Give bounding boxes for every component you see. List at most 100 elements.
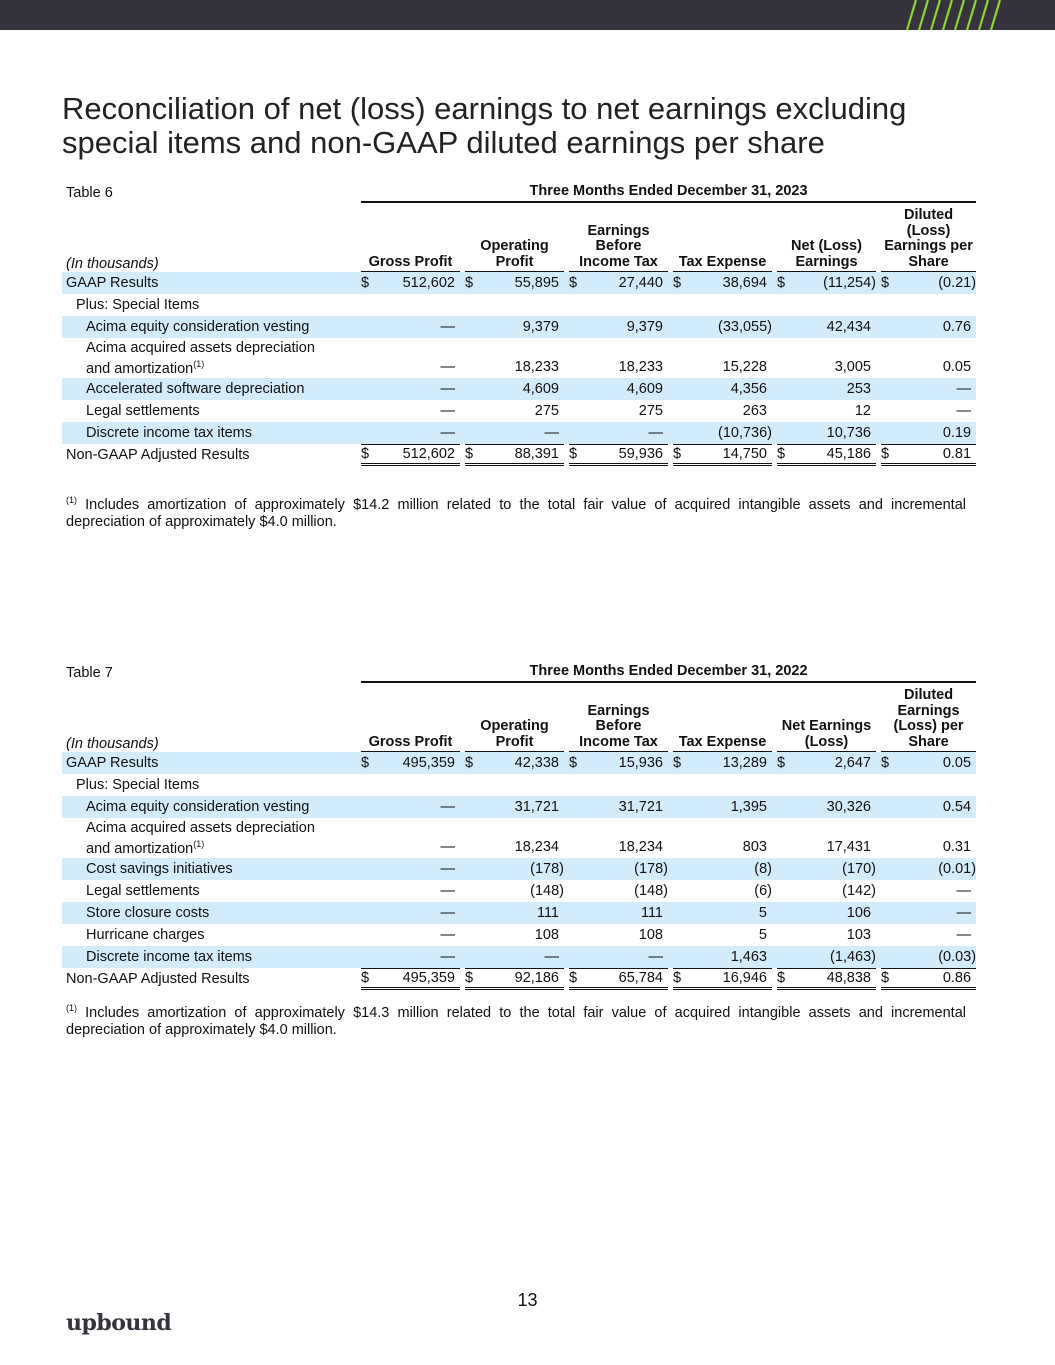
footnote-text: Includes amortization of approximately $… bbox=[66, 496, 966, 530]
value-cell bbox=[668, 294, 772, 316]
value-cell: 31,721 bbox=[460, 796, 564, 818]
value-wrap: 31,721 bbox=[465, 796, 564, 818]
value-wrap: 15,228 bbox=[673, 338, 772, 378]
row-label-text: Acima equity consideration vesting bbox=[86, 319, 310, 335]
value-cell: $65,784 bbox=[564, 968, 668, 990]
table-row: Plus: Special Items bbox=[62, 294, 976, 316]
column-header-text: Diluted Earnings (Loss) per Share bbox=[881, 687, 977, 752]
value: 16,946 bbox=[722, 970, 767, 986]
value: 1,395 bbox=[730, 799, 767, 815]
value-wrap: — bbox=[361, 796, 460, 818]
column-header-text: Gross Profit bbox=[361, 254, 460, 272]
footnote-text: Includes amortization of approximately $… bbox=[66, 1004, 966, 1038]
value-cell bbox=[460, 774, 564, 796]
row-label: Legal settlements bbox=[62, 400, 356, 422]
value-cell: 0.54 bbox=[876, 796, 977, 818]
value-wrap: — bbox=[569, 946, 668, 968]
dollar-sign: $ bbox=[777, 755, 786, 771]
table-row: Store closure costs — 111 111 5 106 — bbox=[62, 902, 977, 924]
value-cell: 111 bbox=[460, 902, 564, 924]
value-cell: 103 bbox=[772, 924, 876, 946]
table-row: Accelerated software depreciation — 4,609 4… bbox=[62, 378, 977, 400]
value-cell: (0.01) bbox=[876, 858, 977, 880]
dollar-sign: $ bbox=[569, 755, 578, 771]
row-label-text: Discrete income tax items bbox=[86, 425, 252, 441]
column-header-text: Diluted (Loss) Earnings per Share bbox=[881, 207, 977, 272]
value-cell: 108 bbox=[564, 924, 668, 946]
value-cell: 18,234 bbox=[460, 818, 564, 858]
row-label-text: Hurricane charges bbox=[86, 927, 205, 943]
value: 0.81 bbox=[942, 446, 972, 462]
value-cell: 1,395 bbox=[668, 796, 772, 818]
value-cell: — bbox=[356, 400, 460, 422]
value: — bbox=[440, 883, 456, 899]
dollar-sign: $ bbox=[361, 970, 370, 986]
table-row: Acima equity consideration vesting — 9,379… bbox=[62, 316, 977, 338]
value-cell: 5 bbox=[668, 924, 772, 946]
table-row: Acima equity consideration vesting — 31,72… bbox=[62, 796, 977, 818]
value-cell: 9,379 bbox=[564, 316, 668, 338]
dollar-sign: $ bbox=[881, 755, 890, 771]
value: — bbox=[440, 949, 456, 965]
column-header: Diluted Earnings (Loss) per Share bbox=[876, 684, 977, 752]
value: 15,936 bbox=[618, 755, 663, 771]
value-wrap: $495,359 bbox=[361, 752, 460, 774]
value-wrap: $13,289 bbox=[673, 752, 772, 774]
value: 3,005 bbox=[834, 359, 871, 375]
value-wrap: (148) bbox=[569, 880, 668, 902]
value-cell: 0.31 bbox=[876, 818, 976, 858]
table-row: GAAP Results $512,602 $55,895 $27,440 $38,69… bbox=[62, 272, 977, 294]
value-wrap: — bbox=[881, 400, 976, 422]
value-cell: $14,750 bbox=[668, 444, 772, 466]
value: 27,440 bbox=[618, 275, 663, 291]
value-wrap: (1,463) bbox=[777, 946, 876, 968]
column-header: Tax Expense bbox=[668, 684, 772, 752]
value-cell: (10,736) bbox=[668, 422, 772, 444]
value-cell bbox=[356, 294, 460, 316]
value-wrap: 0.19 bbox=[881, 422, 976, 444]
value: (148) bbox=[530, 883, 564, 899]
value-wrap bbox=[777, 294, 876, 316]
value: 0.05 bbox=[942, 359, 972, 375]
dollar-sign: $ bbox=[465, 755, 474, 771]
value-cell: (142) bbox=[772, 880, 876, 902]
row-label-text: Non-GAAP Adjusted Results bbox=[66, 971, 250, 987]
value-wrap bbox=[465, 294, 564, 316]
value-wrap: 18,234 bbox=[465, 818, 564, 858]
value-cell: — bbox=[460, 422, 564, 444]
value-wrap: — bbox=[361, 338, 460, 378]
value: 803 bbox=[742, 839, 767, 855]
value-cell: $0.86 bbox=[876, 968, 977, 990]
value: 5 bbox=[758, 927, 767, 943]
value: 42,338 bbox=[514, 755, 559, 771]
value-wrap: $ (11,254) bbox=[777, 272, 876, 294]
value-wrap: — bbox=[881, 902, 976, 924]
top-bar bbox=[0, 0, 1055, 30]
value-wrap: (6) bbox=[673, 880, 772, 902]
value-cell: 0.19 bbox=[876, 422, 977, 444]
dollar-sign: $ bbox=[361, 755, 370, 771]
value-wrap: — bbox=[361, 858, 460, 880]
value: — bbox=[440, 799, 456, 815]
value-wrap: 803 bbox=[673, 818, 772, 858]
value: 45,186 bbox=[826, 446, 871, 462]
page-number: 13 bbox=[517, 1290, 538, 1310]
period-header-text: Three Months Ended December 31, 2023 bbox=[361, 183, 977, 203]
value: 55,895 bbox=[514, 275, 559, 291]
value-cell: 4,356 bbox=[668, 378, 772, 400]
value-wrap: — bbox=[361, 818, 460, 858]
table-row: Legal settlements — 275 275 263 12 — bbox=[62, 400, 976, 422]
dollar-sign: $ bbox=[881, 446, 890, 462]
value-cell: 9,379 bbox=[460, 316, 564, 338]
table-row: Acima acquired assets depreciation and a… bbox=[62, 818, 976, 858]
value-cell: 108 bbox=[460, 924, 564, 946]
value-cell: 275 bbox=[460, 400, 564, 422]
row-label-text: GAAP Results bbox=[66, 275, 159, 291]
value-wrap: 1,395 bbox=[673, 796, 772, 818]
table-row: Non-GAAP Adjusted Results $495,359 $92,186… bbox=[62, 968, 977, 990]
value: (33,055) bbox=[717, 319, 772, 335]
table-row: Legal settlements — (148) (148) (6) (142) — bbox=[62, 880, 976, 902]
dollar-sign: $ bbox=[569, 970, 578, 986]
value-cell bbox=[564, 774, 668, 796]
value-wrap: — bbox=[361, 880, 460, 902]
